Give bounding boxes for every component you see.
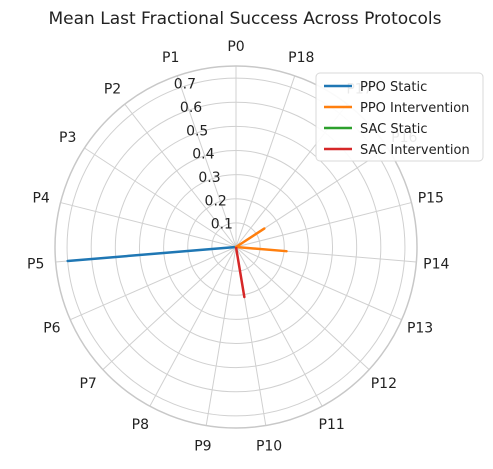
angle-tick-label: P4 bbox=[32, 191, 49, 207]
angle-tick-label: P7 bbox=[79, 376, 96, 392]
legend: PPO Static PPO Intervention SAC Static SAC … bbox=[315, 72, 484, 162]
legend-box bbox=[315, 72, 484, 162]
grid-spoke bbox=[235, 246, 370, 370]
series-line bbox=[66, 245, 237, 263]
grid-spoke bbox=[235, 246, 402, 321]
chart-title: Mean Last Fractional Success Across Prot… bbox=[49, 9, 442, 29]
angle-tick-label: P0 bbox=[227, 39, 244, 55]
angle-tick-label: P13 bbox=[407, 321, 433, 337]
grid-spoke bbox=[70, 246, 237, 321]
radial-tick-label: 0.3 bbox=[198, 170, 220, 186]
grid-spoke bbox=[102, 246, 237, 370]
angle-tick-label: P1 bbox=[162, 50, 179, 66]
angle-tick-label: P12 bbox=[371, 376, 397, 392]
angle-tick-label: P6 bbox=[43, 321, 60, 337]
radial-tick-label: 0.5 bbox=[186, 123, 208, 139]
grid-spoke bbox=[60, 202, 237, 248]
legend-label: SAC Static bbox=[360, 122, 428, 137]
grid-spoke bbox=[124, 103, 237, 248]
polar-grid bbox=[54, 65, 418, 429]
grid-spoke bbox=[235, 202, 412, 248]
angle-tick-label: P3 bbox=[59, 130, 76, 146]
grid-spoke bbox=[235, 75, 296, 248]
grid-spoke bbox=[84, 147, 237, 248]
outer-circle bbox=[54, 65, 418, 429]
radial-tick-label: 0.6 bbox=[180, 100, 202, 116]
grid-spoke bbox=[149, 246, 237, 407]
angle-tick-label: P11 bbox=[319, 417, 345, 433]
series-layer bbox=[66, 227, 288, 299]
grid-spoke bbox=[205, 246, 237, 426]
angle-tick-label: P5 bbox=[27, 257, 44, 273]
series-line bbox=[234, 246, 246, 299]
radial-tick-label: 0.2 bbox=[205, 193, 227, 209]
angle-tick-label: P8 bbox=[132, 417, 149, 433]
radial-tick-label: 0.4 bbox=[192, 147, 214, 163]
radial-tick-label: 0.7 bbox=[174, 77, 196, 93]
series-line bbox=[234, 227, 288, 253]
legend-label: SAC Intervention bbox=[360, 143, 470, 158]
legend-label: PPO Intervention bbox=[360, 101, 469, 116]
legend-label: PPO Static bbox=[360, 80, 427, 95]
angle-tick-label: P2 bbox=[104, 81, 121, 97]
angle-tick-labels: P0 P1 P2 P3 P4 P5 P6 P7 P8 P9 P10 P11 P12 P13 P14 P15 P1… bbox=[27, 39, 450, 454]
angle-tick-label: P15 bbox=[418, 191, 444, 207]
angle-tick-label: P18 bbox=[288, 50, 314, 66]
grid-spoke bbox=[176, 75, 237, 248]
angle-tick-label: P14 bbox=[423, 257, 449, 273]
grid-spoke bbox=[235, 246, 323, 407]
angle-tick-label: P10 bbox=[256, 438, 282, 454]
radial-tick-label: 0.1 bbox=[211, 217, 233, 233]
radial-tick-labels: 0.1 0.2 0.3 0.4 0.5 0.6 0.7 bbox=[174, 77, 233, 233]
angle-tick-label: P9 bbox=[194, 438, 211, 454]
